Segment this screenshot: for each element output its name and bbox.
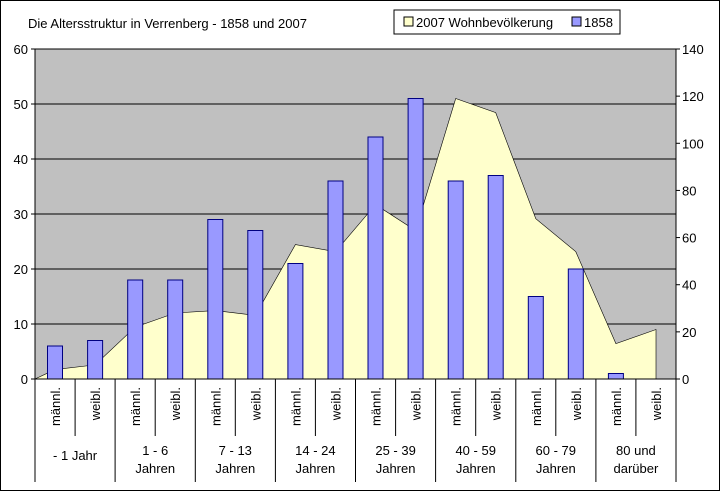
sub-category-label: weibl. xyxy=(329,387,344,421)
sub-category-label: weibl. xyxy=(168,387,183,421)
group-label-line: 40 - 59 xyxy=(455,443,495,458)
group-label-line: Jahren xyxy=(456,461,496,476)
sub-category-label: weibl. xyxy=(248,387,263,421)
group-label-line: 60 - 79 xyxy=(536,443,576,458)
legend-swatch-1858 xyxy=(571,16,582,27)
right-tick-label: 0 xyxy=(682,372,689,387)
right-tick-label: 120 xyxy=(682,89,704,104)
bar-1858 xyxy=(207,219,224,380)
bar-series xyxy=(47,98,624,380)
sub-category-label: männl. xyxy=(369,387,384,426)
left-tick-label: 10 xyxy=(14,317,28,332)
left-tick-label: 20 xyxy=(14,262,28,277)
legend-swatch-2007 xyxy=(403,16,414,27)
x-axis-categories: männl. weibl. männl. weibl. männl. weibl. männ… xyxy=(34,379,677,482)
left-tick-label: 30 xyxy=(14,207,28,222)
group-label-line: 7 - 13 xyxy=(219,443,252,458)
bar-1858 xyxy=(47,345,63,380)
sub-category-label: weibl. xyxy=(569,387,584,421)
group-label-line: - 1 Jahr xyxy=(53,448,98,463)
group-label-line: Jahren xyxy=(296,461,336,476)
group-label-line: 25 - 39 xyxy=(375,443,415,458)
bar-1858 xyxy=(567,268,584,380)
group-label-line: Jahren xyxy=(376,461,416,476)
group-label: 7 - 13 Jahren xyxy=(215,443,255,476)
right-tick-label: 80 xyxy=(682,183,696,198)
left-tick-label: 40 xyxy=(14,152,28,167)
group-label-line: 80 und xyxy=(616,443,656,458)
group-label-line: Jahren xyxy=(536,461,576,476)
sub-category-label: weibl. xyxy=(409,387,424,421)
group-label-line: 1 - 6 xyxy=(142,443,168,458)
sub-category-label: männl. xyxy=(288,387,303,426)
left-tick-label: 0 xyxy=(21,372,28,387)
group-label: 25 - 39 Jahren xyxy=(375,443,415,476)
group-label-line: 14 - 24 xyxy=(295,443,335,458)
bar-1858 xyxy=(167,279,184,380)
sub-category-label: männl. xyxy=(48,387,63,426)
left-tick-label: 50 xyxy=(14,97,28,112)
sub-category-label: weibl. xyxy=(489,387,504,421)
bar-1858 xyxy=(367,136,384,380)
left-tick-label: 60 xyxy=(14,42,28,57)
sub-category-label: weibl. xyxy=(649,387,664,421)
group-label: 60 - 79 Jahren xyxy=(536,443,576,476)
group-label: 40 - 59 Jahren xyxy=(455,443,495,476)
sub-category-label: männl. xyxy=(128,387,143,426)
right-axis-ticks: 0 20 40 60 80 100 120 140 xyxy=(676,42,704,387)
group-label: 80 und darüber xyxy=(613,443,658,476)
left-axis-ticks: 0 10 20 30 40 50 60 xyxy=(14,42,35,387)
legend-label-2007: 2007 Wohnbevölkerung xyxy=(416,15,553,30)
right-tick-label: 40 xyxy=(682,278,696,293)
sub-category-label: männl. xyxy=(449,387,464,426)
bar-1858 xyxy=(327,180,344,380)
group-label-line: Jahren xyxy=(135,461,175,476)
bar-1858 xyxy=(287,263,304,380)
right-tick-label: 60 xyxy=(682,231,696,246)
group-label-line: Jahren xyxy=(215,461,255,476)
right-tick-label: 100 xyxy=(682,136,704,151)
right-tick-label: 140 xyxy=(682,42,704,57)
bar-1858 xyxy=(527,296,544,380)
sub-category-label: männl. xyxy=(529,387,544,426)
right-tick-label: 20 xyxy=(682,325,696,340)
sub-category-label: weibl. xyxy=(88,387,103,421)
sub-category-label: männl. xyxy=(208,387,223,426)
group-label: - 1 Jahr xyxy=(53,448,98,463)
legend: 2007 Wohnbevölkerung 1858 xyxy=(393,9,621,35)
bar-1858 xyxy=(247,230,264,380)
bar-1858 xyxy=(607,373,624,380)
legend-label-1858: 1858 xyxy=(584,15,613,30)
bar-1858 xyxy=(127,279,144,380)
group-label: 1 - 6 Jahren xyxy=(135,443,175,476)
bar-1858 xyxy=(487,175,504,380)
group-label-line: darüber xyxy=(613,461,658,476)
chart-title: Die Altersstruktur in Verrenberg - 1858 … xyxy=(28,16,307,31)
bar-1858 xyxy=(87,340,104,380)
group-label: 14 - 24 Jahren xyxy=(295,443,335,476)
sub-category-label: männl. xyxy=(609,387,624,426)
bar-1858 xyxy=(407,98,424,380)
legend-box xyxy=(393,9,621,35)
bar-1858 xyxy=(447,180,464,380)
